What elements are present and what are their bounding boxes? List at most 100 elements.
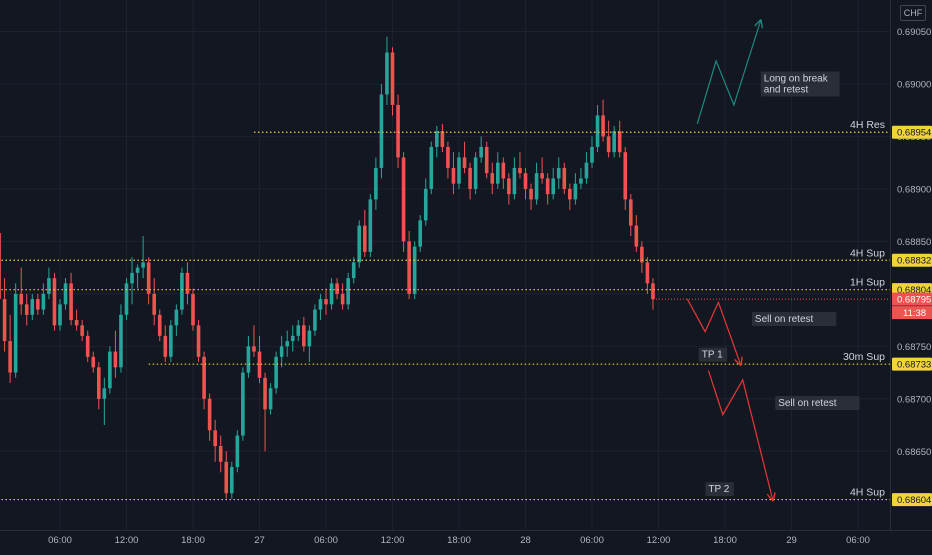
candle-105 [579,167,583,189]
candle-12 [63,278,68,310]
currency-badge[interactable]: CHF [900,5,926,21]
candle-22 [119,304,123,373]
time-axis[interactable]: 06:00 12:00 18:00 27 06:00 12:00 18:00 28 06:00 1… [48,535,870,546]
last-price-tag: 0.68795 [892,292,932,306]
candle-64 [351,257,356,284]
candle-118 [651,278,655,310]
candle-68 [374,157,378,210]
level-price-tag-3: 0.68733 [892,357,932,371]
svg-text:11:38: 11:38 [903,308,926,319]
price-tick-3: 0.68900 [897,184,931,195]
annotation-1: Sell on retest [751,312,837,327]
candle-101 [556,157,561,189]
svg-text:0.68832: 0.68832 [897,256,931,267]
projection-paths [686,21,772,500]
candle-4 [19,267,24,315]
candle-44 [241,367,245,441]
candle-17 [91,351,96,373]
candle-107 [590,136,594,168]
candle-72 [396,94,400,168]
candle-83 [457,152,461,189]
candle-18 [96,362,101,410]
candle-94 [518,152,522,179]
candle-113 [623,146,628,210]
svg-text:TP 1: TP 1 [702,350,723,361]
candle-66 [362,209,367,258]
candle-116 [640,241,644,273]
svg-text:Sell on retest: Sell on retest [778,398,837,409]
candle-106 [584,152,589,184]
time-tick-7: 28 [520,535,531,546]
candle-53 [290,325,295,352]
level-price-tag-4: 0.68604 [892,493,932,507]
candle-90 [495,152,500,189]
candle-80 [440,123,445,153]
time-tick-11: 29 [786,535,797,546]
candle-93 [512,157,517,200]
svg-text:0.68954: 0.68954 [897,128,931,139]
time-tick-6: 18:00 [447,535,471,546]
price-tick-6: 0.68750 [897,342,931,353]
candle-62 [340,283,345,310]
time-tick-4: 06:00 [314,535,338,546]
annotation-2: TP 1 [698,347,728,362]
candle-71 [390,47,395,116]
candle-16 [85,330,90,363]
time-tick-1: 12:00 [115,535,139,546]
candle-0 [0,232,1,300]
grid [0,0,890,530]
candle-114 [628,194,633,237]
candle-7 [36,293,40,315]
candle-96 [529,183,533,210]
candle-55 [302,316,306,352]
time-tick-9: 12:00 [647,535,671,546]
annotation-3: Sell on retest [775,396,860,411]
candle-33 [180,267,184,315]
candle-3 [13,283,18,378]
time-tick-2: 18:00 [181,535,205,546]
candle-29 [157,309,162,342]
candle-77 [423,178,428,226]
level-label-2: 1H Sup [850,277,885,289]
candle-69 [379,83,384,179]
candle-58 [318,293,323,321]
candle-21 [113,330,118,378]
candle-63 [346,272,350,310]
candle-57 [313,304,317,336]
candle-95 [523,167,528,200]
price-tick-8: 0.68650 [897,447,931,458]
candle-111 [612,125,616,158]
candle-100 [551,167,556,200]
candle-20 [108,346,112,394]
candle-19 [102,377,107,426]
candle-1 [2,278,7,352]
candle-56 [307,325,312,363]
candle-9 [47,267,51,300]
candle-76 [418,215,423,252]
candle-92 [507,173,511,205]
price-axis[interactable]: 0.690500.690000.689500.689000.688500.688… [892,27,932,507]
candle-26 [141,236,145,279]
candle-102 [562,162,567,195]
level-price-tag-1: 0.68832 [892,253,932,267]
candle-45 [246,335,251,378]
svg-text:Sell on retest: Sell on retest [755,314,814,325]
candle-104 [573,173,578,205]
countdown-tag: 11:38 [892,306,932,320]
price-tick-4: 0.68850 [897,237,931,248]
candle-8 [41,283,46,315]
candle-67 [368,194,373,258]
candle-97 [534,162,539,205]
candle-85 [468,162,472,200]
horizontal-levels: 4H Res 4H Sup 1H Sup 30m Sup 4H Sup [0,119,890,501]
level-label-3: 30m Sup [843,351,885,363]
level-label-4: 4H Sup [850,487,885,499]
projection-path-2 [707,370,772,500]
candle-54 [296,320,301,342]
price-tick-7: 0.68700 [897,394,931,405]
time-tick-3: 27 [254,535,265,546]
